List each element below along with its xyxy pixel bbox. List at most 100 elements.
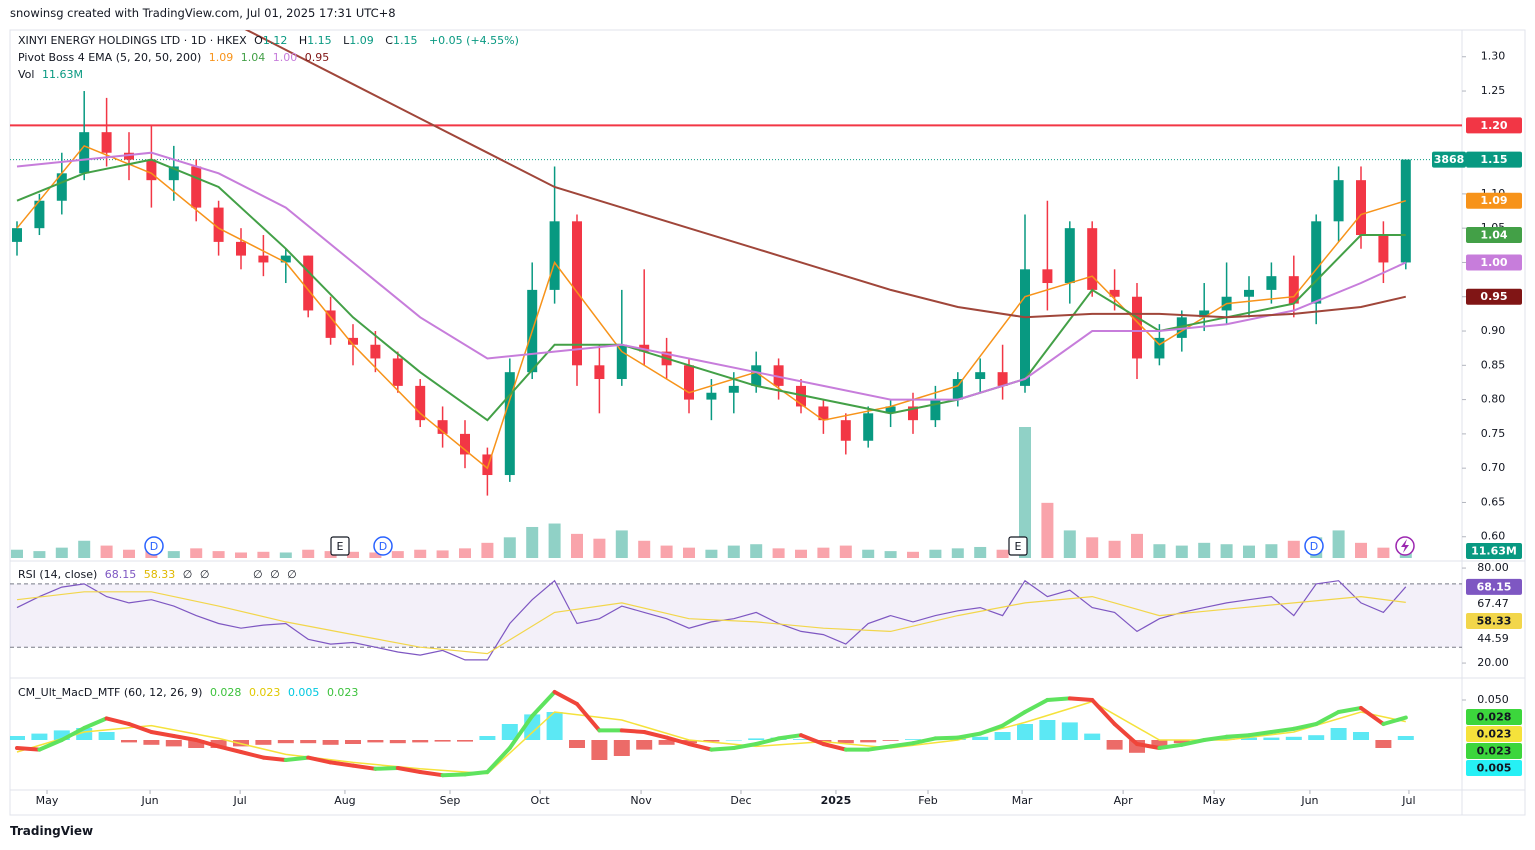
- y-tick-label: 1.30: [1481, 50, 1506, 63]
- ohlc-value: 1.15: [307, 34, 332, 47]
- x-tick-label: Oct: [531, 794, 551, 807]
- histogram-bar: [569, 740, 585, 748]
- ema-value: 1.04: [240, 51, 266, 64]
- volume-bar: [347, 551, 359, 558]
- candle-body: [863, 413, 874, 441]
- volume-bar: [705, 549, 718, 558]
- badge: 1.20: [1480, 119, 1507, 132]
- y-tick-label: 0.75: [1481, 427, 1506, 440]
- macd-segment: [821, 742, 848, 752]
- histogram-bar: [457, 740, 473, 742]
- candle-body: [1266, 276, 1277, 290]
- macd-title: CM_Ult_MacD_MTF (60, 12, 26, 9): [18, 686, 203, 699]
- event-marker[interactable]: [373, 536, 393, 556]
- candle-body: [1109, 289, 1120, 297]
- volume-bar: [11, 549, 23, 558]
- symbol-legend: XINYI ENERGY HOLDINGS LTD · 1D · HKEX O1…: [18, 34, 523, 47]
- x-tick-label: Aug: [334, 794, 355, 807]
- macd-segment: [239, 750, 266, 760]
- macd-segment: [1336, 706, 1363, 714]
- rsi-value: ∅: [252, 568, 263, 581]
- macd-segment: [463, 770, 490, 777]
- x-tick-label: Feb: [918, 794, 937, 807]
- macd-segment: [351, 763, 378, 771]
- vol-legend: Vol 11.63M: [18, 68, 87, 81]
- candle-body: [997, 372, 1008, 386]
- badge: 58.33: [1477, 615, 1512, 628]
- histogram-bar: [905, 739, 921, 740]
- histogram-bar: [1151, 740, 1168, 748]
- histogram-bar: [501, 724, 518, 740]
- macd-segment: [1269, 726, 1296, 734]
- candle-body: [952, 379, 963, 400]
- level-label: 44.59: [1477, 632, 1509, 645]
- x-tick-label: Jul: [1401, 794, 1415, 807]
- ema-value: 1.09: [208, 51, 234, 64]
- macd-segment: [911, 736, 938, 746]
- histogram-bar: [591, 740, 608, 760]
- badge-bg: [1466, 743, 1522, 759]
- ema-line: [16, 158, 1406, 422]
- candle-body: [975, 372, 986, 380]
- badge-bg: [1466, 760, 1522, 776]
- volume-bar: [1377, 547, 1390, 558]
- histogram-bar: [1106, 740, 1123, 750]
- candle-body: [504, 372, 515, 476]
- ohlc: L1.09: [343, 34, 378, 47]
- x-tick-label: Jun: [1300, 794, 1318, 807]
- macd-segment: [955, 731, 983, 740]
- macd-segment: [1359, 706, 1386, 726]
- histogram-bar: [143, 740, 160, 745]
- badge-bg: [1432, 151, 1466, 168]
- price-pane: [10, 30, 1462, 558]
- volume-bar: [1175, 545, 1188, 558]
- macd-segment: [1291, 722, 1319, 731]
- candle-body: [818, 406, 829, 421]
- macd-segment: [171, 734, 199, 742]
- macd-segment: [978, 723, 1005, 736]
- badge-bg: [1466, 288, 1522, 305]
- ohlc-value: 1.12: [262, 34, 288, 47]
- lightning-icon: [1401, 539, 1409, 553]
- x-tick-label: Jul: [232, 794, 246, 807]
- volume-bar: [951, 548, 964, 558]
- volume-bar: [1198, 542, 1211, 558]
- event-label: D: [379, 540, 387, 553]
- macd-segment: [59, 726, 87, 742]
- histogram-bar: [748, 738, 765, 740]
- macd-segment: [1202, 734, 1229, 742]
- event-marker[interactable]: [1304, 536, 1324, 556]
- histogram-bar: [210, 740, 227, 748]
- candle-body: [280, 255, 291, 263]
- histogram-bar: [389, 740, 406, 744]
- candle-body: [1176, 317, 1187, 338]
- rsi-value: 58.33: [143, 568, 176, 581]
- volume-bar: [1153, 544, 1166, 558]
- badge: 1.09: [1480, 194, 1507, 207]
- histogram-bar: [367, 740, 384, 743]
- ema-value: 0.95: [304, 51, 330, 64]
- candle-body: [370, 344, 381, 359]
- candle-body: [168, 166, 179, 181]
- candle-body: [213, 207, 224, 242]
- candle-body: [1333, 180, 1344, 222]
- macd-segment: [328, 760, 355, 768]
- volume-bar: [1019, 427, 1031, 558]
- candle-body: [191, 166, 202, 208]
- volume-bar: [974, 546, 987, 558]
- event-marker[interactable]: [144, 536, 164, 556]
- footer-logo[interactable]: TradingView: [10, 824, 94, 838]
- axes: 0.600.650.700.750.800.850.900.951.001.05…: [36, 50, 1522, 807]
- vol-title: Vol: [18, 68, 35, 81]
- y-tick-label: 80.00: [1477, 561, 1509, 574]
- volume-bar: [615, 530, 628, 558]
- histogram-bar: [412, 740, 429, 743]
- histogram-bar: [725, 740, 742, 741]
- x-tick-label: Sep: [440, 794, 461, 807]
- volume-bar: [324, 551, 337, 558]
- candle-body: [616, 344, 627, 380]
- y-tick-label: 0.050: [1477, 693, 1509, 706]
- histogram-bar: [1241, 737, 1257, 740]
- histogram-bar: [479, 736, 496, 740]
- macd-segment: [395, 766, 423, 774]
